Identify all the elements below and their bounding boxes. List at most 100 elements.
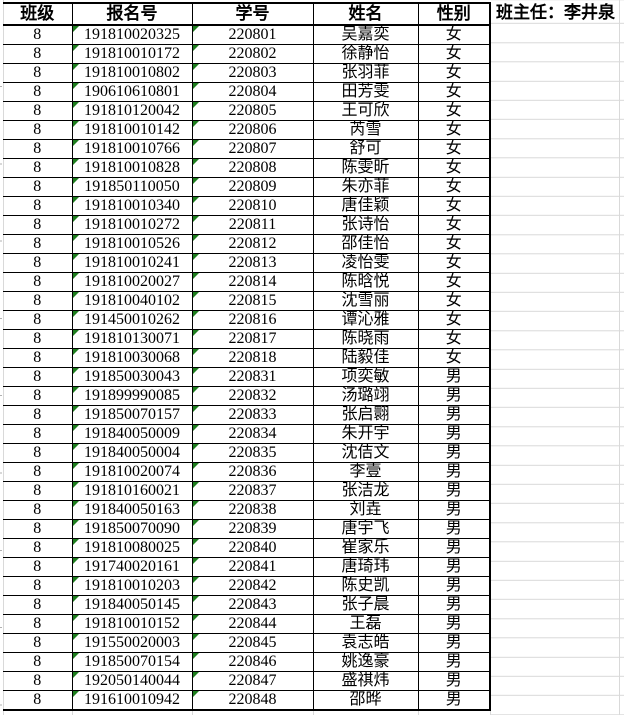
cell-reg_no[interactable]: 190610610801 bbox=[71, 82, 193, 102]
cell-class_no[interactable]: 8 bbox=[3, 690, 73, 711]
cell-student_no[interactable]: 220812 bbox=[191, 234, 314, 254]
cell-gender[interactable]: 女 bbox=[417, 253, 491, 273]
cell-reg_no[interactable]: 191810010272 bbox=[71, 215, 193, 235]
cell-name[interactable]: 舒可 bbox=[312, 139, 419, 159]
cell-class_no[interactable]: 8 bbox=[3, 177, 73, 197]
cell-class_no[interactable]: 8 bbox=[3, 671, 73, 691]
cell-reg_no[interactable]: 191850070154 bbox=[71, 652, 193, 672]
cell-gender[interactable]: 男 bbox=[417, 576, 491, 596]
cell-name[interactable]: 芮雪 bbox=[312, 120, 419, 140]
cell-class_no[interactable]: 8 bbox=[3, 120, 73, 140]
cell-gender[interactable]: 女 bbox=[417, 139, 491, 159]
cell-class_no[interactable]: 8 bbox=[3, 329, 73, 349]
cell-name[interactable]: 王磊 bbox=[312, 614, 419, 634]
cell-class_no[interactable]: 8 bbox=[3, 215, 73, 235]
cell-student_no[interactable]: 220804 bbox=[191, 82, 314, 102]
cell-class_no[interactable]: 8 bbox=[3, 234, 73, 254]
cell-student_no[interactable]: 220842 bbox=[191, 576, 314, 596]
cell-class_no[interactable]: 8 bbox=[3, 348, 73, 368]
column-header-reg_no[interactable]: 报名号 bbox=[71, 2, 193, 26]
cell-student_no[interactable]: 220811 bbox=[191, 215, 314, 235]
cell-student_no[interactable]: 220814 bbox=[191, 272, 314, 292]
cell-gender[interactable]: 男 bbox=[417, 614, 491, 634]
cell-class_no[interactable]: 8 bbox=[3, 44, 73, 64]
cell-student_no[interactable]: 220847 bbox=[191, 671, 314, 691]
cell-name[interactable]: 姚逸豪 bbox=[312, 652, 419, 672]
cell-student_no[interactable]: 220835 bbox=[191, 443, 314, 463]
cell-gender[interactable]: 男 bbox=[417, 652, 491, 672]
column-header-student_no[interactable]: 学号 bbox=[191, 2, 314, 26]
cell-reg_no[interactable]: 191740020161 bbox=[71, 557, 193, 577]
cell-gender[interactable]: 女 bbox=[417, 215, 491, 235]
cell-gender[interactable]: 男 bbox=[417, 671, 491, 691]
cell-student_no[interactable]: 220815 bbox=[191, 291, 314, 311]
cell-class_no[interactable]: 8 bbox=[3, 24, 73, 45]
column-header-gender[interactable]: 性别 bbox=[417, 2, 491, 26]
cell-gender[interactable]: 女 bbox=[417, 120, 491, 140]
cell-reg_no[interactable]: 191810080025 bbox=[71, 538, 193, 558]
cell-student_no[interactable]: 220807 bbox=[191, 139, 314, 159]
cell-gender[interactable]: 男 bbox=[417, 500, 491, 520]
cell-reg_no[interactable]: 191850070157 bbox=[71, 405, 193, 425]
cell-reg_no[interactable]: 191810010828 bbox=[71, 158, 193, 178]
column-header-name[interactable]: 姓名 bbox=[312, 2, 419, 26]
cell-gender[interactable]: 男 bbox=[417, 633, 491, 653]
cell-student_no[interactable]: 220838 bbox=[191, 500, 314, 520]
cell-student_no[interactable]: 220836 bbox=[191, 462, 314, 482]
cell-reg_no[interactable]: 191450010262 bbox=[71, 310, 193, 330]
cell-class_no[interactable]: 8 bbox=[3, 538, 73, 558]
cell-class_no[interactable]: 8 bbox=[3, 386, 73, 406]
cell-class_no[interactable]: 8 bbox=[3, 291, 73, 311]
cell-student_no[interactable]: 220817 bbox=[191, 329, 314, 349]
cell-reg_no[interactable]: 191810120042 bbox=[71, 101, 193, 121]
cell-student_no[interactable]: 220809 bbox=[191, 177, 314, 197]
cell-student_no[interactable]: 220840 bbox=[191, 538, 314, 558]
cell-class_no[interactable]: 8 bbox=[3, 253, 73, 273]
cell-reg_no[interactable]: 191810040102 bbox=[71, 291, 193, 311]
cell-name[interactable]: 邵晔 bbox=[312, 690, 419, 711]
cell-student_no[interactable]: 220816 bbox=[191, 310, 314, 330]
cell-class_no[interactable]: 8 bbox=[3, 82, 73, 102]
cell-student_no[interactable]: 220832 bbox=[191, 386, 314, 406]
cell-student_no[interactable]: 220844 bbox=[191, 614, 314, 634]
cell-reg_no[interactable]: 191810010152 bbox=[71, 614, 193, 634]
cell-gender[interactable]: 女 bbox=[417, 101, 491, 121]
cell-reg_no[interactable]: 191810030068 bbox=[71, 348, 193, 368]
cell-reg_no[interactable]: 191810010766 bbox=[71, 139, 193, 159]
class-teacher-note[interactable]: 班主任：李井泉 bbox=[496, 3, 615, 22]
cell-student_no[interactable]: 220839 bbox=[191, 519, 314, 539]
cell-class_no[interactable]: 8 bbox=[3, 367, 73, 387]
cell-name[interactable]: 邵佳怡 bbox=[312, 234, 419, 254]
cell-class_no[interactable]: 8 bbox=[3, 557, 73, 577]
cell-class_no[interactable]: 8 bbox=[3, 158, 73, 178]
cell-reg_no[interactable]: 191850030043 bbox=[71, 367, 193, 387]
cell-reg_no[interactable]: 191810020027 bbox=[71, 272, 193, 292]
cell-gender[interactable]: 女 bbox=[417, 196, 491, 216]
cell-reg_no[interactable]: 191810130071 bbox=[71, 329, 193, 349]
cell-gender[interactable]: 女 bbox=[417, 24, 491, 45]
cell-name[interactable]: 沈佶文 bbox=[312, 443, 419, 463]
cell-reg_no[interactable]: 191810010203 bbox=[71, 576, 193, 596]
cell-student_no[interactable]: 220833 bbox=[191, 405, 314, 425]
cell-reg_no[interactable]: 191810010340 bbox=[71, 196, 193, 216]
cell-student_no[interactable]: 220848 bbox=[191, 690, 314, 711]
cell-class_no[interactable]: 8 bbox=[3, 519, 73, 539]
cell-reg_no[interactable]: 191899990085 bbox=[71, 386, 193, 406]
cell-student_no[interactable]: 220813 bbox=[191, 253, 314, 273]
cell-gender[interactable]: 女 bbox=[417, 158, 491, 178]
cell-reg_no[interactable]: 191810010142 bbox=[71, 120, 193, 140]
cell-student_no[interactable]: 220834 bbox=[191, 424, 314, 444]
cell-gender[interactable]: 男 bbox=[417, 386, 491, 406]
cell-name[interactable]: 朱开宇 bbox=[312, 424, 419, 444]
cell-class_no[interactable]: 8 bbox=[3, 424, 73, 444]
cell-student_no[interactable]: 220843 bbox=[191, 595, 314, 615]
cell-class_no[interactable]: 8 bbox=[3, 63, 73, 83]
cell-class_no[interactable]: 8 bbox=[3, 101, 73, 121]
cell-name[interactable]: 唐琦玮 bbox=[312, 557, 419, 577]
cell-reg_no[interactable]: 191850110050 bbox=[71, 177, 193, 197]
cell-class_no[interactable]: 8 bbox=[3, 481, 73, 501]
cell-name[interactable]: 吴嘉奕 bbox=[312, 24, 419, 45]
cell-reg_no[interactable]: 191850070090 bbox=[71, 519, 193, 539]
cell-student_no[interactable]: 220841 bbox=[191, 557, 314, 577]
cell-class_no[interactable]: 8 bbox=[3, 595, 73, 615]
